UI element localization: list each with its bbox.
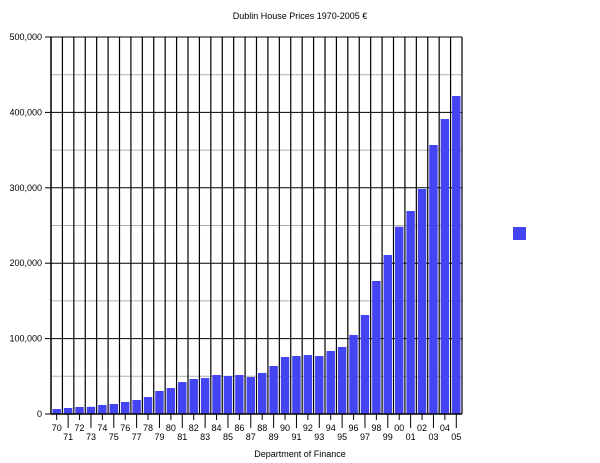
bar-77: [132, 399, 141, 414]
x-tick-label: 85: [223, 432, 233, 442]
bar-82: [189, 379, 198, 414]
bar-94: [326, 350, 335, 414]
bar-79: [155, 391, 164, 414]
x-tick-label: 77: [132, 432, 142, 442]
x-tick-label: 01: [406, 432, 416, 442]
bar-72: [75, 406, 84, 414]
x-axis-label: Department of Finance: [254, 449, 346, 459]
x-tick-label: 79: [154, 432, 164, 442]
x-tick-label: 95: [337, 432, 347, 442]
x-tick-label: 94: [326, 423, 336, 433]
x-tick-label: 72: [75, 423, 85, 433]
y-axis-ticks: 0 100,000 200,000 300,000 400,000 500,000: [9, 32, 51, 419]
bar-80: [166, 387, 176, 414]
x-tick-label: 02: [417, 423, 427, 433]
x-tick-label: 92: [303, 423, 313, 433]
x-tick-label: 00: [394, 423, 404, 433]
x-tick-label: 98: [371, 423, 381, 433]
bar-81: [178, 382, 187, 414]
x-tick-label: 04: [440, 423, 450, 433]
x-tick-label: 74: [97, 423, 107, 433]
bar-98: [372, 280, 381, 414]
chart-title: Dublin House Prices 1970-2005 €: [233, 11, 368, 21]
bar-84: [212, 375, 221, 414]
x-tick-label: 78: [143, 423, 153, 433]
bar-01: [406, 211, 415, 414]
x-tick-label: 03: [428, 432, 438, 442]
bar-92: [303, 355, 313, 414]
bar-70: [52, 409, 61, 414]
y-tick-label: 300,000: [9, 183, 42, 193]
x-tick-label: 87: [246, 432, 256, 442]
x-tick-label: 90: [280, 423, 290, 433]
y-tick-label: 400,000: [9, 107, 42, 117]
y-tick-label: 500,000: [9, 32, 42, 42]
x-tick-label: 84: [212, 423, 222, 433]
x-tick-label: 89: [269, 432, 279, 442]
x-tick-label: 86: [234, 423, 244, 433]
x-tick-label: 05: [451, 432, 461, 442]
bar-76: [121, 401, 130, 414]
x-tick-label: 96: [349, 423, 359, 433]
x-tick-label: 91: [291, 432, 301, 442]
bar-02: [417, 189, 427, 414]
bars: [52, 95, 461, 415]
bar-91: [292, 356, 301, 414]
bar-74: [98, 404, 107, 414]
x-tick-label: 73: [86, 432, 96, 442]
bar-95: [337, 346, 347, 414]
axes: [50, 37, 463, 415]
x-tick-label: 80: [166, 423, 176, 433]
x-tick-label: 88: [257, 423, 267, 433]
bar-83: [200, 378, 210, 414]
x-tick-label: 82: [189, 423, 199, 433]
bar-97: [360, 314, 370, 414]
x-tick-label: 76: [120, 423, 130, 433]
x-tick-label: 99: [383, 432, 393, 442]
bar-75: [109, 403, 118, 414]
bar-87: [246, 377, 255, 414]
x-tick-label: 83: [200, 432, 210, 442]
bar-78: [143, 397, 153, 414]
x-tick-label: 75: [109, 432, 119, 442]
bar-03: [429, 144, 438, 415]
y-tick-label: 100,000: [9, 334, 42, 344]
bar-73: [86, 406, 96, 414]
bar-96: [349, 334, 358, 414]
x-axis-ticks: 7071727374757677787980818283848586878889…: [52, 414, 461, 442]
bar-05: [452, 95, 461, 414]
bar-00: [395, 226, 404, 414]
bar-85: [223, 375, 233, 414]
x-tick-label: 93: [314, 432, 324, 442]
x-tick-label: 70: [52, 423, 62, 433]
bar-93: [315, 356, 324, 414]
legend-swatch: [513, 227, 526, 240]
bar-04: [440, 119, 450, 414]
x-tick-label: 71: [63, 432, 73, 442]
bar-88: [258, 372, 267, 414]
bar-90: [280, 356, 290, 414]
x-tick-label: 81: [177, 432, 187, 442]
bar-86: [235, 375, 244, 414]
bar-71: [63, 407, 73, 414]
bar-89: [269, 365, 278, 414]
y-tick-label: 200,000: [9, 258, 42, 268]
x-tick-label: 97: [360, 432, 370, 442]
y-tick-label: 0: [37, 409, 42, 419]
column-dividers: [61, 37, 452, 414]
bar-99: [383, 254, 392, 414]
